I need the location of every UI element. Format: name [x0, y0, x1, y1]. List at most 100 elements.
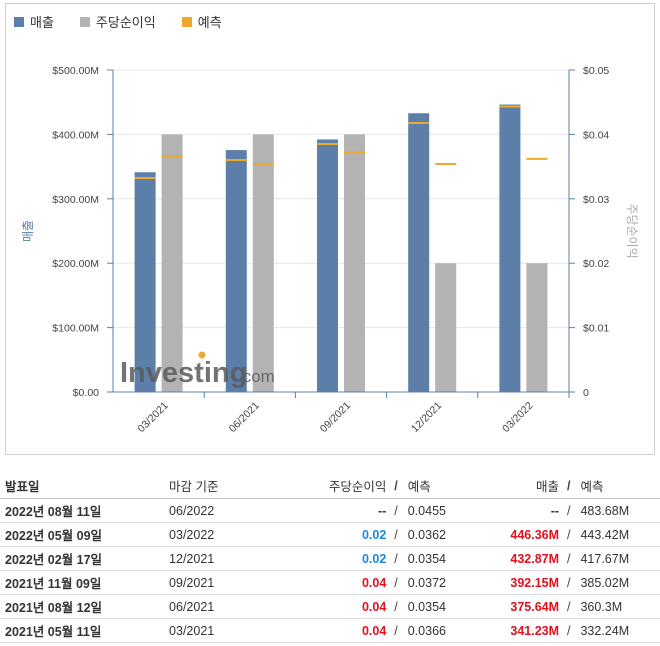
- watermark-logo-dot: [198, 351, 206, 359]
- legend-label-revenue: 매출: [30, 15, 54, 30]
- header-date[interactable]: 발표일: [5, 480, 40, 494]
- legend-label-eps: 주당순이익: [95, 15, 156, 30]
- row-eps-forecast: 0.0455: [407, 503, 446, 518]
- left-tick-label: $500.00M: [52, 65, 99, 77]
- legend-swatch-forecast: [181, 16, 192, 27]
- row-eps-forecast: 0.0366: [407, 623, 446, 638]
- row-date: 2022년 02월 17일: [5, 553, 103, 567]
- row-eps-sep: /: [394, 551, 398, 566]
- header-rev-forecast[interactable]: 예측: [580, 480, 604, 494]
- row-eps-forecast: 0.0372: [407, 575, 446, 590]
- row-revenue-forecast: 360.3M: [580, 599, 623, 614]
- row-rev-sep: /: [567, 599, 571, 614]
- left-axis-title: 매출: [21, 220, 35, 242]
- bar-revenue: [225, 150, 247, 392]
- table-row[interactable]: 2021년 08월 12일 06/2021 0.04 / 0.0354 375.64M / 3…: [0, 595, 660, 619]
- legend-swatch-eps: [79, 16, 90, 27]
- x-tick-label: 06/2021: [227, 400, 262, 435]
- table-row[interactable]: 2021년 11월 09일 09/2021 0.04 / 0.0372 392.15M / 3…: [0, 571, 660, 595]
- legend-label-forecast: 예측: [197, 15, 222, 30]
- row-eps-forecast: 0.0362: [407, 527, 446, 542]
- row-eps-actual: 0.02: [361, 527, 387, 542]
- header-revenue[interactable]: 매출: [536, 480, 560, 494]
- row-rev-sep: /: [567, 551, 571, 566]
- right-axis-title: 주당순이익: [625, 203, 639, 258]
- x-tick-label: 03/2022: [500, 400, 535, 435]
- row-eps-actual: --: [378, 503, 387, 518]
- row-period: 06/2022: [169, 503, 215, 518]
- row-date: 2022년 08월 11일: [5, 505, 102, 519]
- table-body: 2022년 08월 11일 06/2022 --/0.0455 --/483.68M 2…: [0, 499, 660, 643]
- chart-legend: 매출 주당순이익 예측: [14, 12, 222, 31]
- row-revenue-forecast: 417.67M: [580, 551, 630, 566]
- row-rev-sep: /: [567, 527, 571, 542]
- row-eps-sep: /: [394, 503, 398, 518]
- row-date: 2021년 08월 12일: [5, 601, 103, 615]
- watermark-logo-suffix: .com: [238, 367, 275, 386]
- bar-eps: [161, 134, 183, 392]
- right-tick-label: $0.03: [583, 194, 609, 206]
- row-revenue-actual: 341.23M: [510, 623, 560, 638]
- header-eps-forecast[interactable]: 예측: [407, 480, 431, 494]
- left-tick-label: $100.00M: [52, 323, 99, 335]
- header-period[interactable]: 마감 기준: [169, 480, 219, 494]
- row-period: 03/2021: [169, 623, 215, 638]
- row-rev-sep: /: [567, 575, 571, 590]
- row-date: 2021년 11월 09일: [5, 577, 102, 591]
- x-tick-label: 09/2021: [318, 400, 353, 435]
- bar-eps: [252, 134, 274, 392]
- header-eps[interactable]: 주당순이익: [328, 480, 387, 494]
- earnings-table: 발표일 마감 기준 주당순이익 / 예측 매출 / 예측 2022년 08월 1…: [0, 473, 660, 643]
- bar-revenue: [317, 139, 338, 392]
- row-eps-sep: /: [394, 599, 398, 614]
- row-revenue-forecast: 332.24M: [580, 623, 630, 638]
- chart-canvas: $0.00 $100.00M $200.00M $300.00M $400.00M $50…: [21, 65, 639, 435]
- row-eps-sep: /: [394, 575, 398, 590]
- bar-eps: [344, 134, 365, 392]
- row-revenue-actual: --: [550, 503, 560, 518]
- legend-item-revenue[interactable]: 매출: [14, 12, 54, 31]
- watermark-logo-text: Investing: [120, 357, 247, 389]
- table-header: 발표일 마감 기준 주당순이익 / 예측 매출 / 예측: [0, 473, 660, 499]
- row-rev-sep: /: [567, 623, 571, 638]
- row-eps-sep: /: [394, 527, 398, 542]
- row-period: 09/2021: [169, 575, 215, 590]
- row-period: 03/2022: [169, 527, 215, 542]
- bar-eps: [435, 263, 457, 392]
- right-tick-label: $0.01: [583, 323, 609, 335]
- row-eps-actual: 0.02: [361, 551, 387, 566]
- bar-revenue: [134, 172, 156, 392]
- row-revenue-actual: 375.64M: [510, 599, 560, 614]
- legend-swatch-revenue: [14, 16, 24, 27]
- bar-revenue: [499, 104, 521, 392]
- table-row[interactable]: 2021년 05월 11일 03/2021 0.04 / 0.0366 341.23M / 3…: [0, 619, 660, 643]
- row-eps-actual: 0.04: [361, 599, 387, 614]
- row-revenue-forecast: 483.68M: [580, 503, 630, 518]
- row-period: 06/2021: [169, 599, 215, 614]
- legend-item-forecast[interactable]: 예측: [181, 12, 222, 31]
- row-rev-sep: /: [567, 503, 571, 518]
- row-eps-actual: 0.04: [361, 575, 387, 590]
- row-revenue-actual: 432.87M: [510, 551, 560, 566]
- row-revenue-forecast: 443.42M: [580, 527, 630, 542]
- row-revenue-actual: 392.15M: [510, 575, 560, 590]
- row-revenue-forecast: 385.02M: [580, 575, 630, 590]
- legend-item-eps[interactable]: 주당순이익: [79, 12, 156, 31]
- x-tick-label: 03/2021: [135, 400, 170, 435]
- row-date: 2022년 05월 09일: [5, 529, 103, 543]
- right-tick-label: $0.02: [583, 258, 609, 270]
- header-eps-sep: /: [394, 478, 398, 493]
- x-tick-label: 12/2021: [409, 400, 444, 435]
- left-tick-label: $400.00M: [52, 129, 99, 141]
- bar-revenue: [408, 113, 430, 392]
- right-tick-label: $0.05: [583, 65, 609, 77]
- table-row[interactable]: 2022년 08월 11일 06/2022 -- / 0.0455 -- / 483.68M: [0, 499, 660, 523]
- row-eps-actual: 0.04: [361, 623, 387, 638]
- row-eps-forecast: 0.0354: [407, 551, 446, 566]
- table-row[interactable]: 2022년 05월 09일 03/2022 0.02 / 0.0362 446.36M / 4…: [0, 523, 660, 547]
- table-row[interactable]: 2022년 02월 17일 12/2021 0.02 / 0.0354 432.87M / 4…: [0, 547, 660, 571]
- bar-eps: [526, 263, 548, 392]
- left-tick-label: $0.00: [73, 387, 99, 399]
- header-rev-sep: /: [567, 478, 571, 493]
- row-revenue-actual: 446.36M: [510, 527, 560, 542]
